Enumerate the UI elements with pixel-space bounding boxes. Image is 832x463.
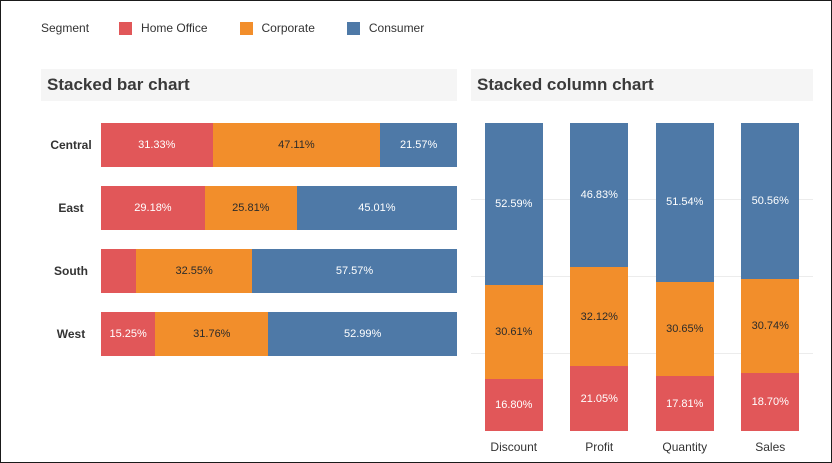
bar-row: Central 31.33% 47.11% 21.57% <box>41 123 458 167</box>
category-label: Quantity <box>662 440 708 454</box>
bar-segment-consumer[interactable]: 21.57% <box>380 123 458 167</box>
column-chart-title: Stacked column chart <box>471 69 813 101</box>
stacked-column-chart-panel: Stacked column chart 52.59% 30.61% 16.80% 4… <box>471 69 813 454</box>
column-chart-plot: 52.59% 30.61% 16.80% 46.83% 32.12% 21.05% 51.5… <box>471 123 813 431</box>
stacked-bar-chart-panel: Stacked bar chart Central 31.33% 47.11% 21.… <box>41 69 458 356</box>
column-segment-consumer[interactable]: 51.54% <box>655 123 714 282</box>
category-label: Discount <box>490 440 538 454</box>
consumer-swatch <box>346 21 360 35</box>
category-label: Profit <box>585 440 614 454</box>
column-segment-home-office[interactable]: 21.05% <box>570 366 629 431</box>
bar-row: East 29.18% 25.81% 45.01% <box>41 186 457 230</box>
column-segment-corporate[interactable]: 32.12% <box>570 267 629 367</box>
legend-title: Segment <box>41 21 90 35</box>
legend: Segment Home Office Corporate Consumer <box>41 21 456 35</box>
column-segment-consumer[interactable]: 52.59% <box>484 123 543 285</box>
bar-segment-corporate[interactable]: 32.55% <box>136 249 253 293</box>
legend-item-consumer[interactable]: Consumer <box>346 21 425 35</box>
column-segment-corporate[interactable]: 30.65% <box>655 281 714 377</box>
legend-items: Home Office Corporate Consumer <box>119 21 456 35</box>
category-label: Sales <box>755 440 786 454</box>
bar-track: 15.25% 31.76% 52.99% <box>101 312 457 356</box>
legend-label: Consumer <box>368 21 425 35</box>
bar-segment-consumer[interactable]: 57.57% <box>252 249 457 293</box>
bar-segment-corporate[interactable]: 31.76% <box>155 312 269 356</box>
corporate-swatch <box>239 21 253 35</box>
column-segment-corporate[interactable]: 30.61% <box>484 284 543 380</box>
legend-label: Home Office <box>141 21 208 35</box>
category-label: West <box>56 327 86 341</box>
gridline <box>471 276 813 277</box>
legend-label: Corporate <box>261 21 315 35</box>
column-quantity: 51.54% 30.65% 17.81% <box>655 123 714 431</box>
bar-segment-home-office[interactable]: 15.25% <box>101 312 156 356</box>
bar-segment-home-office[interactable]: 31.33% <box>101 123 213 167</box>
bar-track: 31.33% 47.11% 21.57% <box>101 123 458 167</box>
bar-chart-rows: Central 31.33% 47.11% 21.57% East 29.18% 25.81… <box>41 123 458 356</box>
column-profit: 46.83% 32.12% 21.05% <box>570 123 629 431</box>
bar-segment-corporate[interactable]: 25.81% <box>204 186 297 230</box>
column-segment-home-office[interactable]: 16.80% <box>484 379 543 431</box>
column-sales: 50.56% 30.74% 18.70% <box>741 123 800 431</box>
home-office-swatch <box>119 21 133 35</box>
bar-segment-home-office[interactable]: 29.18% <box>101 186 205 230</box>
bar-segment-home-office[interactable] <box>101 249 137 293</box>
column-axis: Discount Profit Quantity Sales <box>471 440 813 454</box>
column-discount: 52.59% 30.61% 16.80% <box>484 123 543 431</box>
bar-row: West 15.25% 31.76% 52.99% <box>41 312 457 356</box>
bar-segment-consumer[interactable]: 45.01% <box>296 186 457 230</box>
bar-segment-corporate[interactable]: 47.11% <box>212 123 381 167</box>
bar-track: 29.18% 25.81% 45.01% <box>101 186 457 230</box>
category-label: Central <box>50 138 92 152</box>
legend-item-corporate[interactable]: Corporate <box>239 21 315 35</box>
gridline <box>471 199 813 200</box>
category-label: South <box>54 264 88 278</box>
column-segment-home-office[interactable]: 18.70% <box>741 373 800 431</box>
category-label: East <box>58 201 84 215</box>
column-segment-consumer[interactable]: 46.83% <box>570 123 629 268</box>
legend-item-home-office[interactable]: Home Office <box>119 21 208 35</box>
bar-chart-title: Stacked bar chart <box>41 69 457 101</box>
bar-track: 32.55% 57.57% <box>101 249 457 293</box>
bar-row: South 32.55% 57.57% <box>41 249 457 293</box>
column-segment-consumer[interactable]: 50.56% <box>741 123 800 279</box>
gridline <box>471 353 813 354</box>
column-segment-corporate[interactable]: 30.74% <box>741 278 800 374</box>
bar-segment-consumer[interactable]: 52.99% <box>268 312 457 356</box>
column-segment-home-office[interactable]: 17.81% <box>655 376 714 431</box>
